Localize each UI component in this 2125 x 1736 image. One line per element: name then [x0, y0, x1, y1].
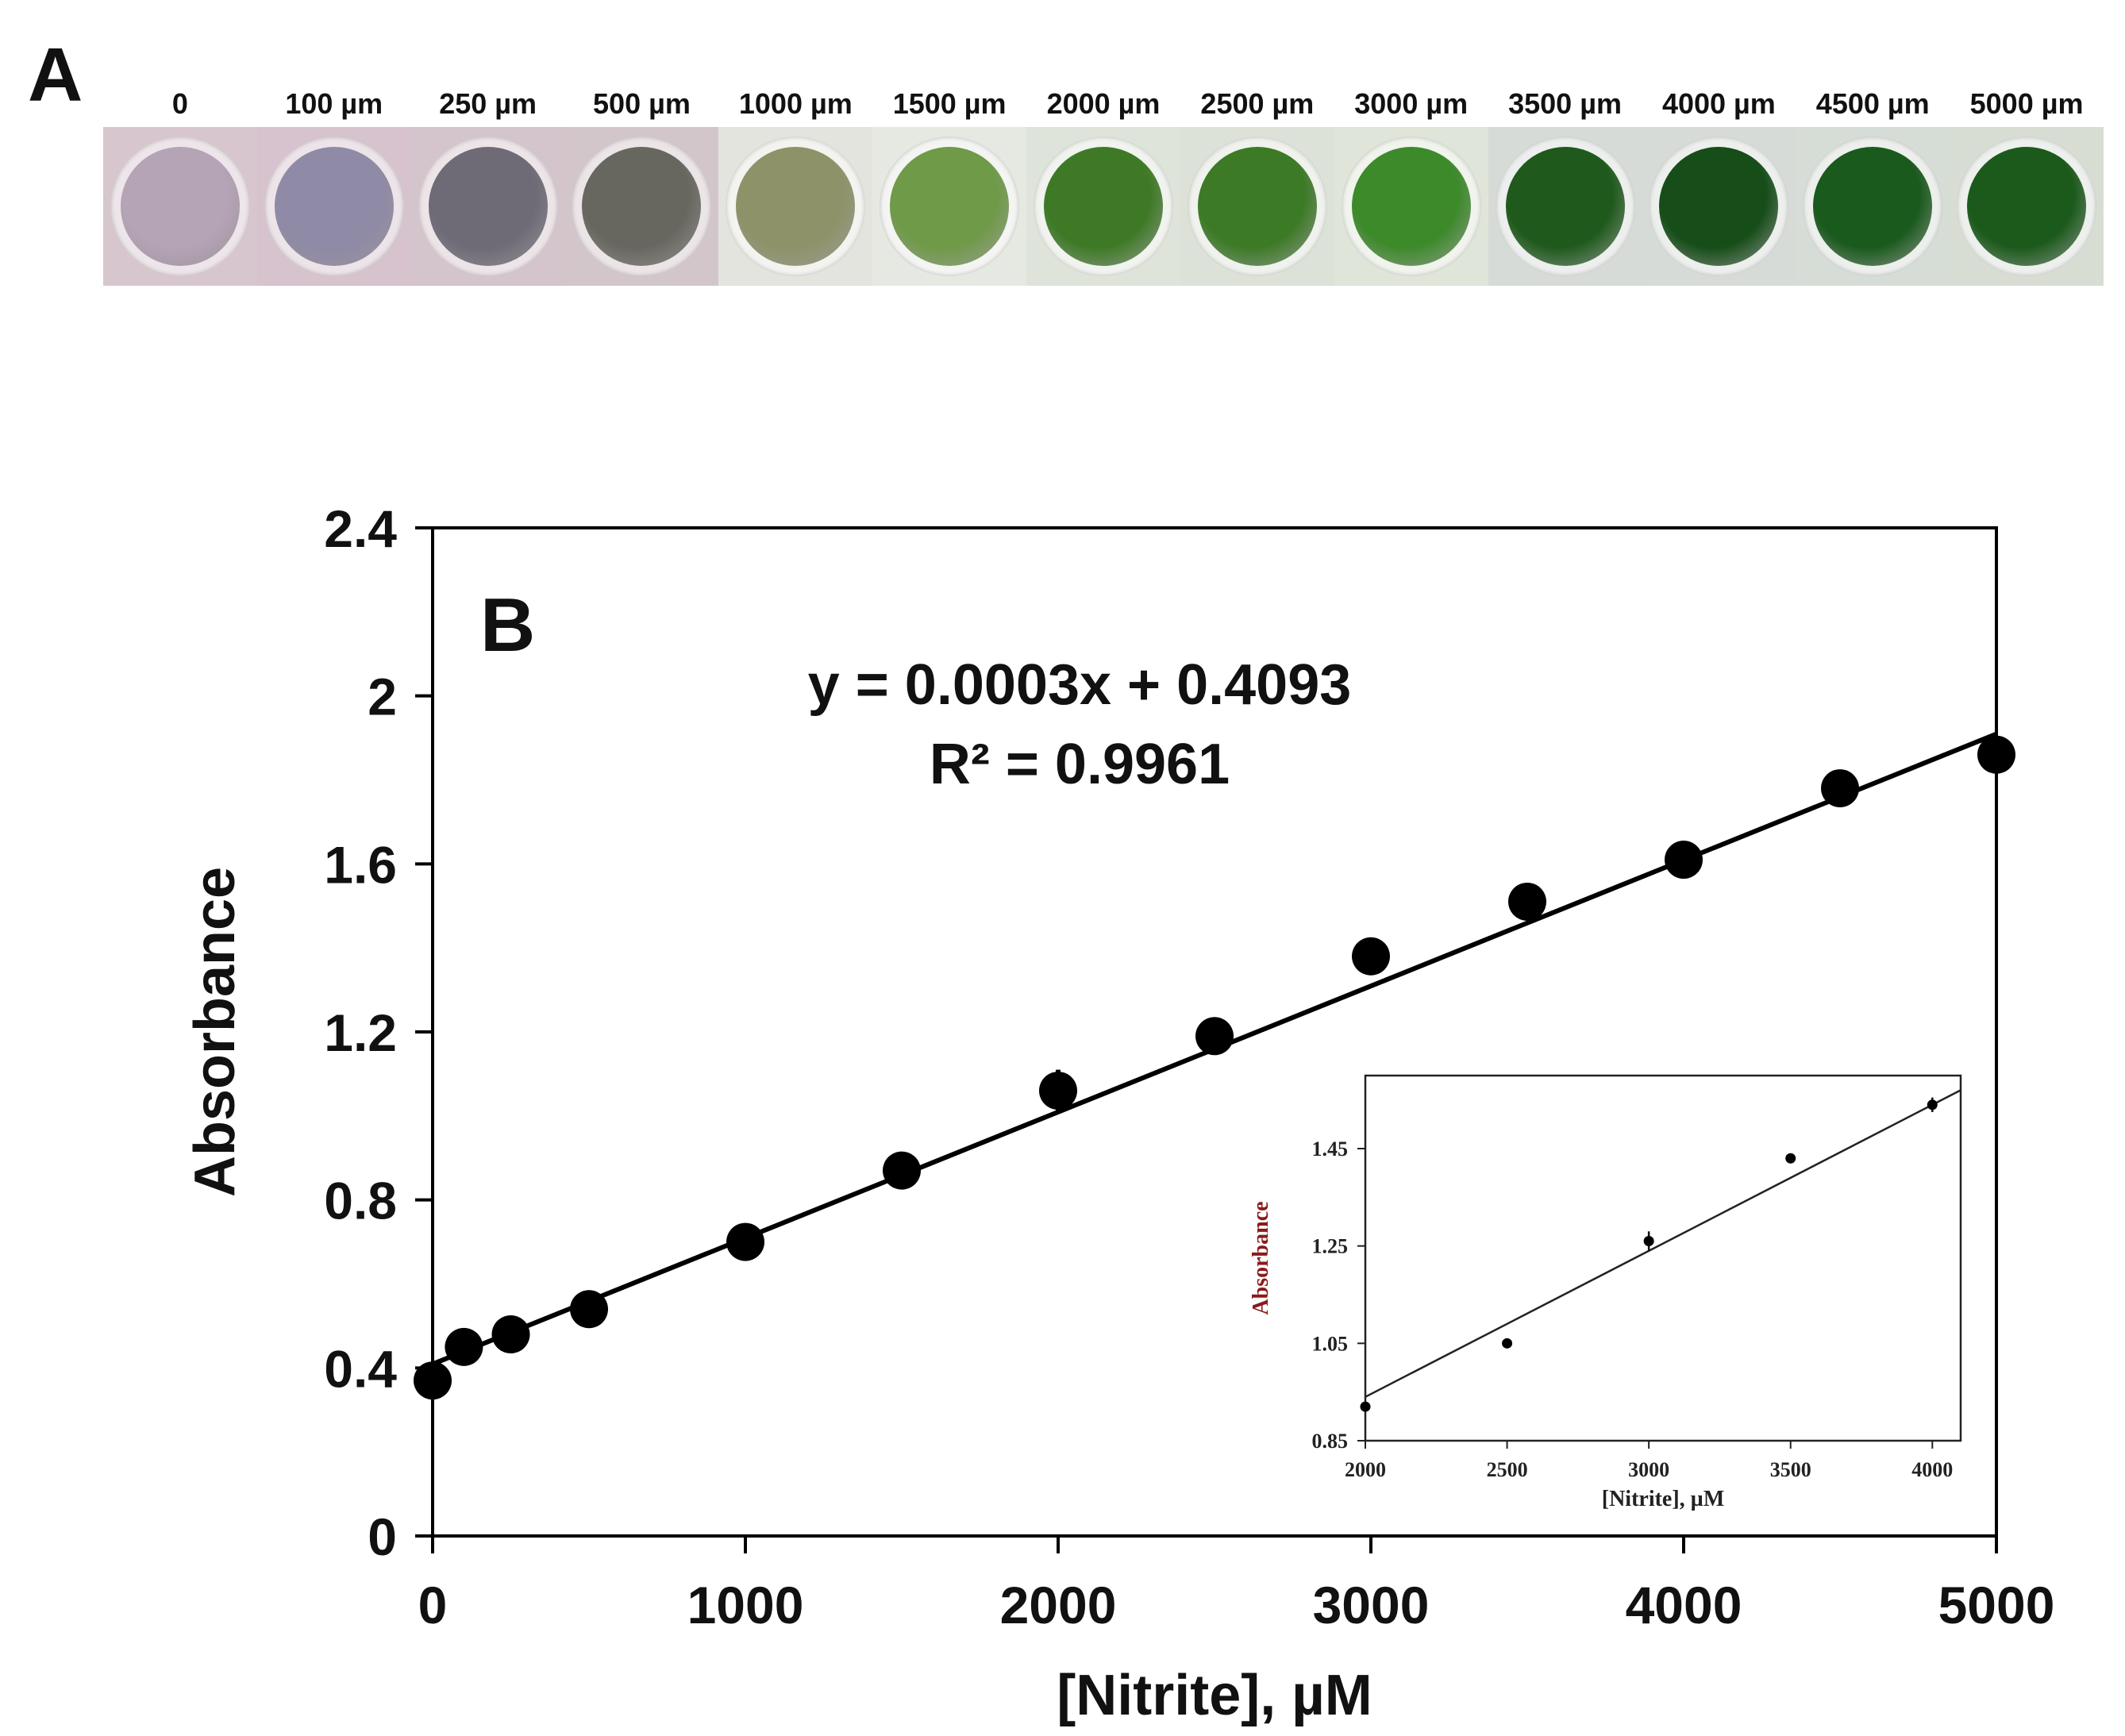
well-label-4500-m: 4500 µm	[1815, 87, 1930, 120]
data-point	[445, 1327, 483, 1366]
well-label-3000-m: 3000 µm	[1354, 87, 1469, 120]
well-label-1000-m: 1000 µm	[738, 87, 853, 120]
y-tick-label: 1.6	[324, 835, 397, 894]
well-liquid	[428, 147, 548, 266]
panel-a-letter: A	[28, 33, 83, 117]
well-2500-m	[1180, 127, 1334, 286]
y-tick-label: 0	[368, 1507, 397, 1566]
well-liquid	[1967, 147, 2087, 266]
well-2000-m	[1026, 127, 1180, 286]
well-label-500-m: 500 µm	[593, 87, 691, 120]
well-label-2500-m: 2500 µm	[1200, 87, 1315, 120]
inset-x-axis-label: [Nitrite], µM	[1602, 1487, 1725, 1511]
y-tick-label: 1.2	[324, 1003, 397, 1062]
y-tick-label: 0.4	[324, 1339, 397, 1398]
well-1500-m	[872, 127, 1027, 286]
well-4000-m	[1642, 127, 1796, 286]
well-liquid	[582, 147, 702, 266]
inset-x-tick-label: 3500	[1770, 1458, 1811, 1481]
data-point	[1508, 882, 1546, 921]
well-label-1500-m: 1500 µm	[892, 87, 1007, 120]
data-point	[1352, 937, 1390, 976]
well-500-m	[564, 127, 719, 286]
data-point	[1039, 1072, 1077, 1111]
x-tick-label: 1000	[687, 1576, 804, 1634]
fit-equation: y = 0.0003x + 0.4093	[808, 653, 1352, 717]
inset-data-point	[1360, 1401, 1371, 1412]
y-tick-label: 2.4	[324, 499, 397, 558]
r-squared: R² = 0.9961	[930, 733, 1230, 796]
inset-fit-line	[1365, 1089, 1961, 1398]
inset-chart: 0.85 1.05 1.25 1.45 2000 2500 3000 3500 4000 [Nit…	[1249, 1074, 1962, 1511]
y-tick-label: 0.8	[324, 1172, 397, 1230]
inset-plot-frame	[1364, 1074, 1962, 1442]
well-liquid	[1043, 147, 1163, 266]
x-tick-label: 5000	[1938, 1576, 2055, 1634]
inset-y-tick-label: 1.25	[1312, 1235, 1349, 1258]
well-liquid	[1505, 147, 1625, 266]
inset-y-axis-label: Absorbance	[1249, 1201, 1273, 1315]
well-label-0: 0	[171, 87, 188, 120]
well-label-4000-m: 4000 µm	[1661, 87, 1776, 120]
well-3000-m	[1334, 127, 1488, 286]
main-points	[414, 735, 2015, 1400]
panel-b-letter: B	[480, 583, 535, 668]
well-liquid	[1813, 147, 1933, 266]
well-label-5000-m: 5000 µm	[1969, 87, 2084, 120]
well-5000-m	[1950, 127, 2104, 286]
data-point	[1665, 841, 1703, 880]
well-1000-m	[718, 127, 873, 286]
x-tick-label: 4000	[1626, 1576, 1742, 1634]
well-liquid	[120, 147, 240, 266]
well-100-m	[256, 127, 411, 286]
inset-x-tick-label: 2500	[1487, 1458, 1528, 1481]
well-4500-m	[1796, 127, 1950, 286]
well-liquid	[274, 147, 394, 266]
well-label-3500-m: 3500 µm	[1508, 87, 1622, 120]
inset-x-tick-label: 4000	[1911, 1458, 1953, 1481]
y-tick-label: 2	[368, 668, 397, 726]
data-point	[1977, 735, 2015, 774]
main-axes: 0 0.4 0.8 1.2 1.6 2 2.4 0 1000 2000 3000 4000 5000 [N…	[183, 499, 2054, 1727]
inset-data-point	[1927, 1099, 1938, 1111]
well-label-100-m: 100 µm	[285, 87, 383, 120]
data-point	[883, 1151, 921, 1190]
inset-x-tick-label: 2000	[1345, 1458, 1386, 1481]
well-liquid	[1351, 147, 1471, 266]
data-point	[570, 1290, 608, 1329]
data-point	[491, 1315, 530, 1353]
inset-data-point	[1502, 1338, 1513, 1349]
inset-x-tick-label: 3000	[1628, 1458, 1669, 1481]
x-axis-label: [Nitrite], µM	[1057, 1664, 1372, 1727]
inset-y-tick-label: 0.85	[1312, 1430, 1349, 1453]
data-point	[726, 1222, 764, 1261]
well-0	[103, 127, 257, 286]
well-liquid	[890, 147, 1010, 266]
well-250-m	[410, 127, 565, 286]
x-tick-label: 0	[418, 1576, 448, 1634]
well-3500-m	[1488, 127, 1642, 286]
x-tick-label: 3000	[1313, 1576, 1430, 1634]
data-point	[1195, 1017, 1234, 1056]
inset-y-tick-label: 1.05	[1312, 1332, 1349, 1355]
data-point	[414, 1361, 452, 1400]
well-liquid	[1659, 147, 1779, 266]
well-label-2000-m: 2000 µm	[1046, 87, 1161, 120]
inset-y-tick-label: 1.45	[1312, 1137, 1349, 1161]
y-axis-label: Absorbance	[183, 867, 247, 1197]
data-point	[1821, 769, 1859, 808]
inset-data-point	[1643, 1236, 1654, 1247]
inset-data-point	[1785, 1153, 1796, 1164]
well-label-250-m: 250 µm	[439, 87, 537, 120]
x-tick-label: 2000	[1000, 1576, 1117, 1634]
well-liquid	[1197, 147, 1317, 266]
well-liquid	[736, 147, 856, 266]
